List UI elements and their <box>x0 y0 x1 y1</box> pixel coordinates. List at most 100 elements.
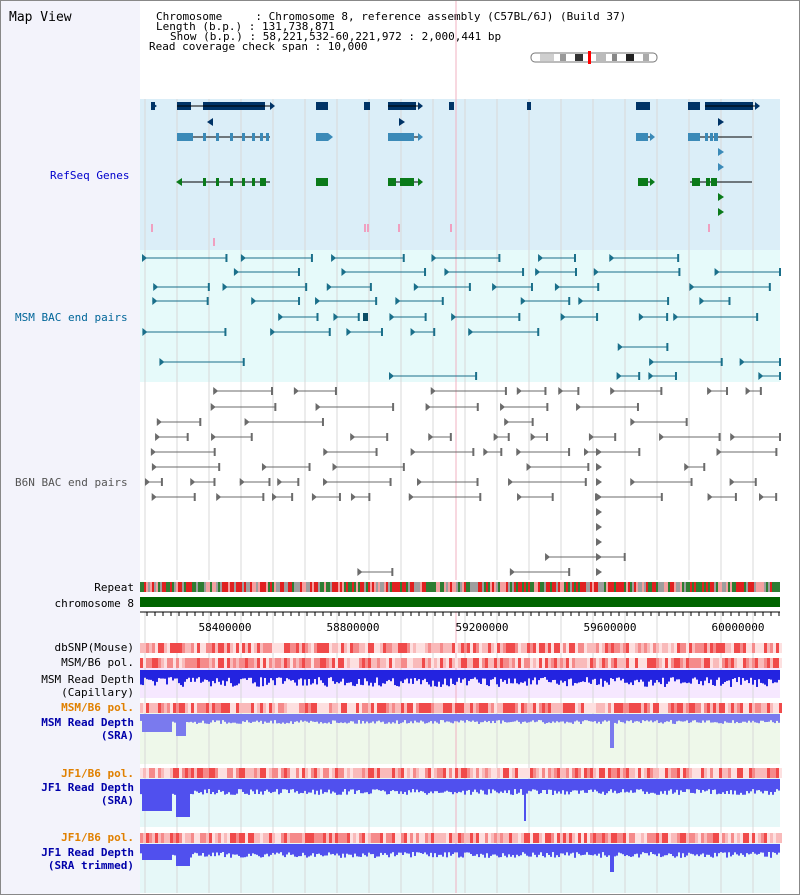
msm-sra-depth-bar <box>758 714 760 724</box>
b6n-bac-pair-end <box>408 493 414 501</box>
msm-bac-pair-end <box>251 297 257 305</box>
track-label-msm-bac[interactable]: MSM BAC end pairs <box>15 311 128 324</box>
msm-b6-pol2-heat-cell <box>578 703 581 713</box>
dbsnp-heat-cell <box>305 643 308 653</box>
dbsnp-heat-cell <box>494 643 497 653</box>
repeat-bar <box>438 582 440 592</box>
repeat-bar <box>670 582 672 592</box>
repeat-bar <box>440 582 442 592</box>
length-info: Length (b.p.) : 131,738,871 <box>156 20 335 33</box>
msm-capillary-depth-bar <box>590 670 592 684</box>
msm-capillary-depth-bar <box>444 670 446 679</box>
jf1-sra-depth-bar <box>756 779 758 791</box>
msm-b6-pol2-heat-cell <box>302 703 305 713</box>
jf1-b6-pol-heat-cell <box>503 768 506 778</box>
msm-sra-depth-bar <box>406 714 408 724</box>
msm-b6-pol-heat-cell <box>476 658 479 668</box>
jf1-b6-pol2-heat-cell <box>185 833 188 843</box>
track-label-jf1-b6-pol-2[interactable]: JF1/B6 pol. <box>61 831 134 844</box>
jf1-b6-pol-heat-cell <box>779 768 782 778</box>
jf1-b6-pol2-heat-cell <box>140 833 143 843</box>
jf1-b6-pol-heat-cell <box>272 768 275 778</box>
msm-capillary-depth-bar <box>730 670 732 687</box>
msm-sra-depth-bar <box>264 714 266 722</box>
jf1-sra-depth-bar <box>570 779 572 792</box>
jf1-b6-pol-heat-cell <box>560 768 563 778</box>
msm-b6-pol-heat-cell <box>404 658 407 668</box>
msm-sra-depth-bar <box>520 714 522 724</box>
jf1-trim-depth-bar <box>378 844 380 857</box>
jf1-b6-pol-heat-cell <box>761 768 764 778</box>
jf1-sra-depth-bar <box>422 779 424 792</box>
msm-b6-pol2-heat-cell <box>563 703 566 713</box>
jf1-b6-pol2-heat-cell <box>287 833 290 843</box>
track-label-refseq[interactable]: RefSeq Genes <box>50 169 130 182</box>
jf1-b6-pol-heat-cell <box>587 768 590 778</box>
msm-b6-pol-heat-cell <box>485 658 488 668</box>
repeat-bar <box>402 582 404 592</box>
dbsnp-heat-cell <box>218 643 221 653</box>
msm-sra-depth-bar <box>226 714 228 724</box>
jf1-b6-pol2-heat-cell <box>479 833 482 843</box>
track-label-jf1-depth-trim-1[interactable]: JF1 Read Depth <box>41 846 134 859</box>
repeat-bar <box>680 582 682 592</box>
jf1-sra-depth-bar <box>214 779 216 795</box>
jf1-b6-pol2-heat-cell <box>686 833 689 843</box>
msm-b6-pol2-heat-cell <box>218 703 221 713</box>
track-label-b6n-bac[interactable]: B6N BAC end pairs <box>15 476 128 489</box>
msm-capillary-depth-bar <box>146 670 148 680</box>
jf1-sra-depth-bar <box>442 779 444 793</box>
msm-capillary-depth-bar <box>726 670 728 681</box>
jf1-sra-depth-bar <box>264 779 266 792</box>
track-label-dbsnp[interactable]: dbSNP(Mouse) <box>54 641 134 654</box>
jf1-sra-depth-bar <box>698 779 700 790</box>
jf1-trim-depth-bar <box>668 844 670 854</box>
track-label-jf1-b6-pol[interactable]: JF1/B6 pol. <box>61 767 134 780</box>
b6n-bac-end <box>596 493 602 501</box>
msm-bac-pair-end <box>667 297 670 305</box>
track-label-msm-b6-pol-2[interactable]: MSM/B6 pol. <box>61 701 134 714</box>
msm-capillary-depth-bar <box>568 670 570 680</box>
repeat-bar <box>676 582 678 592</box>
b6n-bac-pair-end <box>703 463 706 471</box>
track-label-msm-b6-pol[interactable]: MSM/B6 pol. <box>61 656 134 669</box>
jf1-sra-depth-bar <box>334 779 336 793</box>
repeat-bar <box>318 582 320 592</box>
dbsnp-heat-cell <box>710 643 713 653</box>
jf1-b6-pol2-heat-cell <box>266 833 269 843</box>
msm-capillary-depth-bar <box>584 670 586 683</box>
jf1-sra-depth-bar <box>748 779 750 794</box>
track-label-msm-depth-sra-1[interactable]: MSM Read Depth <box>41 716 134 729</box>
jf1-sra-depth-bar <box>610 779 612 790</box>
msm-b6-pol-heat-cell <box>143 658 146 668</box>
msm-b6-pol2-heat-cell <box>206 703 209 713</box>
msm-sra-depth-bar <box>462 714 464 721</box>
jf1-trim-depth-bar <box>350 844 352 855</box>
jf1-sra-depth-bar <box>760 779 762 792</box>
msm-capillary-depth-bar <box>372 670 374 687</box>
msm-b6-pol2-heat-cell <box>485 703 488 713</box>
msm-b6-pol2-heat-cell <box>596 703 599 713</box>
repeat-bar <box>760 582 762 592</box>
repeat-bar <box>202 582 204 592</box>
track-label-jf1-depth-sra-1[interactable]: JF1 Read Depth <box>41 781 134 794</box>
jf1-trim-depth-bar <box>738 844 740 856</box>
jf1-trim-depth-bar <box>724 844 726 853</box>
jf1-sra-depth-bar <box>208 779 210 790</box>
repeat-bar <box>526 582 528 592</box>
msm-capillary-depth-bar <box>228 670 230 678</box>
track-label-msm-depth-capillary-1[interactable]: MSM Read Depth <box>41 673 134 686</box>
msm-bac-pair-end <box>578 297 584 305</box>
dbsnp-heat-cell <box>182 643 185 653</box>
chromosome-ideogram[interactable] <box>530 51 658 64</box>
jf1-b6-pol-heat-cell <box>182 768 185 778</box>
jf1-b6-pol2-heat-cell <box>557 833 560 843</box>
repeat-bar <box>392 582 394 592</box>
jf1-trim-depth-bar <box>582 844 584 855</box>
dbsnp-heat-cell <box>365 643 368 653</box>
repeat-bar <box>702 582 704 592</box>
msm-b6-pol2-heat-cell <box>398 703 401 713</box>
msm-b6-pol2-heat-cell <box>293 703 296 713</box>
b6n-bac-pair-end <box>274 403 277 411</box>
